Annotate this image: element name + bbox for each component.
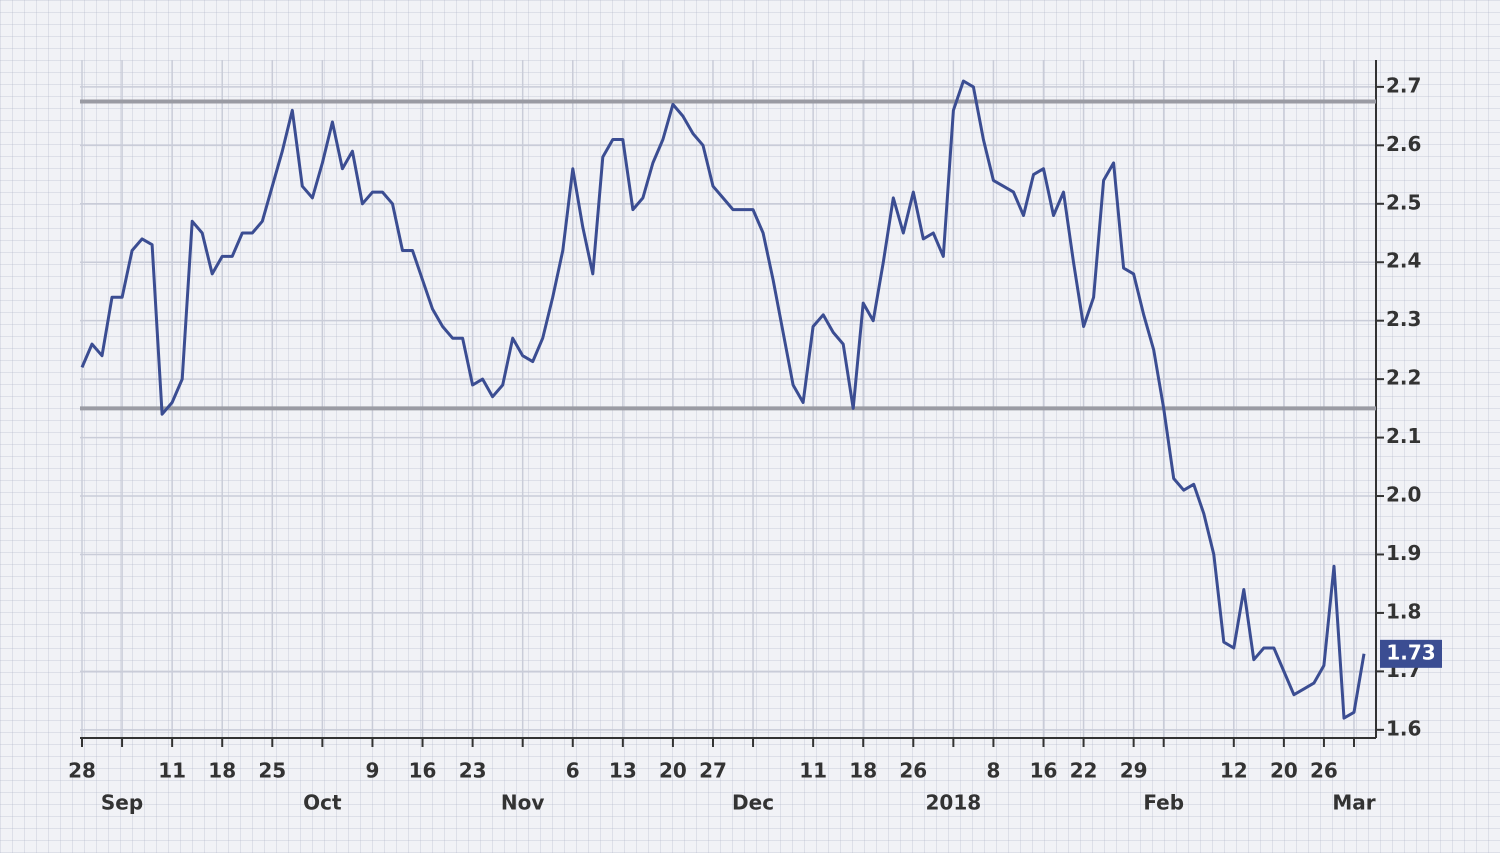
last-value-box [1380,639,1442,668]
x-tick-label: 11 [799,759,827,783]
month-label: 2018 [926,791,982,815]
y-tick-label: 2.6 [1386,132,1421,156]
x-tick-label: 26 [1310,759,1338,783]
x-tick-label: 28 [68,759,96,783]
x-tick-label: 20 [1270,759,1298,783]
month-label: Sep [101,791,143,815]
x-tick-label: 29 [1120,759,1148,783]
y-tick-label: 2.5 [1386,190,1421,214]
price-line [80,79,1366,720]
x-tick-label: 22 [1070,759,1098,783]
y-tick-label: 2.1 [1386,424,1421,448]
x-tick-label: 18 [208,759,236,783]
last-value-label: 1.73 [1386,640,1435,664]
month-label: Dec [732,791,774,815]
x-tick-label: 25 [258,759,286,783]
x-tick-label: 9 [365,759,379,783]
x-tick-label: 20 [659,759,687,783]
y-tick-label: 2.2 [1386,366,1421,390]
y-tick-label: 2.4 [1386,249,1421,273]
x-tick-label: 23 [459,759,487,783]
x-tick-label: 26 [899,759,927,783]
x-tick-label: 16 [1030,759,1058,783]
month-label: Mar [1332,791,1375,815]
x-tick-label: 8 [986,759,1000,783]
x-tick-label: 11 [158,759,186,783]
x-tick-label: 12 [1220,759,1248,783]
x-tick-label: 13 [609,759,637,783]
y-tick-label: 1.9 [1386,541,1421,565]
y-tick-label: 1.8 [1386,599,1421,623]
y-tick-label: 1.6 [1386,716,1421,740]
month-label: Nov [501,791,545,815]
x-tick-label: 16 [409,759,437,783]
month-label: Feb [1143,791,1184,815]
y-tick-label: 2.7 [1386,73,1421,97]
month-label: Oct [303,791,342,815]
y-tick-label: 2.3 [1386,307,1421,331]
x-tick-label: 6 [566,759,580,783]
x-tick-label: 27 [699,759,727,783]
x-tick-label: 18 [849,759,877,783]
y-tick-label: 2.0 [1386,483,1421,507]
